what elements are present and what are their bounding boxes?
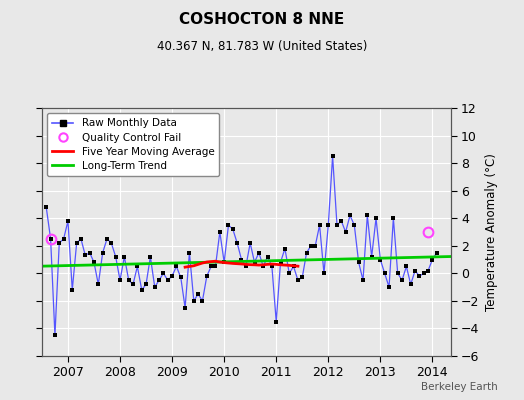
Text: 40.367 N, 81.783 W (United States): 40.367 N, 81.783 W (United States) (157, 40, 367, 53)
Text: COSHOCTON 8 NNE: COSHOCTON 8 NNE (179, 12, 345, 27)
Text: Berkeley Earth: Berkeley Earth (421, 382, 498, 392)
Legend: Raw Monthly Data, Quality Control Fail, Five Year Moving Average, Long-Term Tren: Raw Monthly Data, Quality Control Fail, … (47, 113, 220, 176)
Y-axis label: Temperature Anomaly (°C): Temperature Anomaly (°C) (485, 153, 498, 311)
